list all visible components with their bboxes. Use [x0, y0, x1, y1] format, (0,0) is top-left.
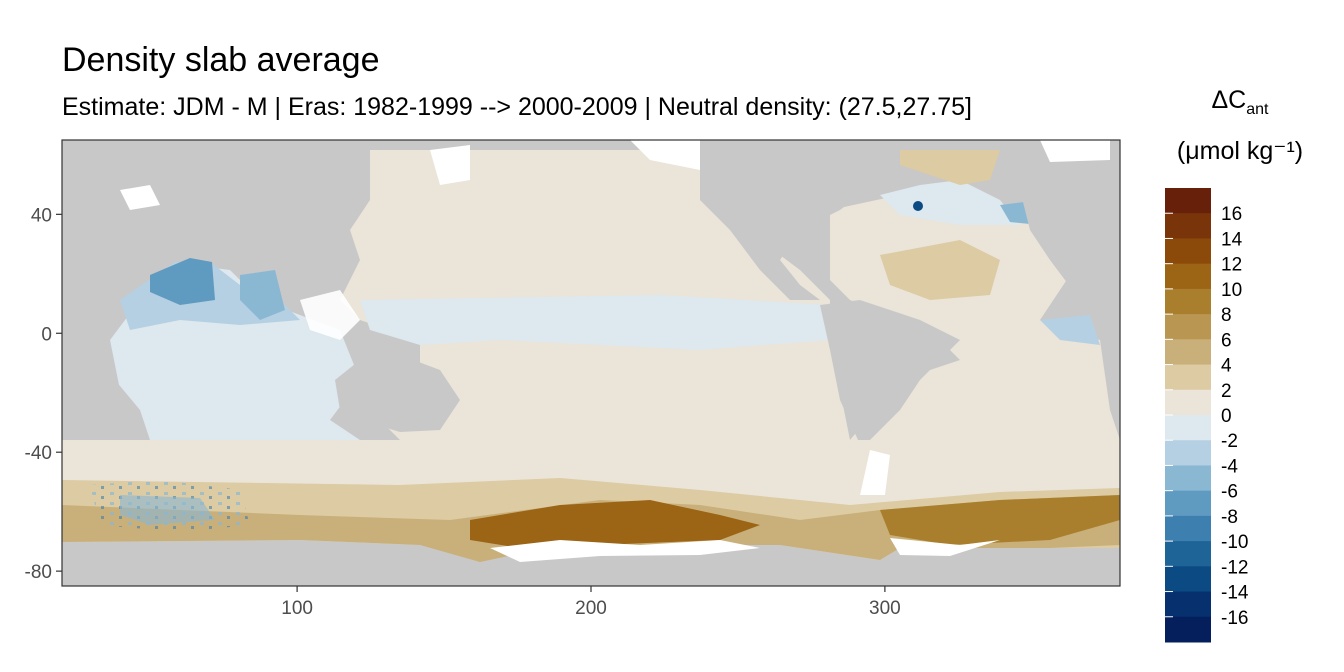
northern-north-atlantic — [880, 180, 1020, 225]
colorbar-label: -2 — [1221, 431, 1238, 452]
x-axis: 100 200 300 — [281, 586, 901, 619]
x-tick-label: 100 — [281, 598, 313, 619]
australia-land — [335, 355, 460, 432]
equatorial-pacific — [360, 295, 830, 350]
x-tick-label: 200 — [575, 598, 607, 619]
subtropical-north-atlantic — [880, 240, 1000, 300]
colorbar: 16 14 12 10 8 6 4 2 0 -2 -4 -6 -8 -10 -12 -14 -16 — [1165, 188, 1249, 643]
colorbar-label: -16 — [1221, 608, 1248, 629]
colorbar-label: -14 — [1221, 583, 1249, 604]
eastern-tropical-atlantic — [1040, 315, 1100, 345]
colorbar-segment — [1165, 364, 1211, 391]
legend-unit: (μmol kg⁻¹) — [1176, 137, 1304, 165]
y-tick-label: -80 — [25, 562, 52, 583]
map-panel — [62, 140, 1120, 586]
colorbar-label: 0 — [1221, 406, 1232, 427]
y-axis: 40 0 -40 -80 — [25, 205, 62, 583]
colorbar-segment — [1165, 288, 1211, 315]
drake-passage-nodata — [860, 450, 890, 495]
deep-convection-spot — [913, 201, 923, 211]
colorbar-label: -12 — [1221, 557, 1248, 578]
legend-title-subscript: ant — [1246, 101, 1269, 118]
north-america-land — [700, 140, 900, 300]
colorbar-label: 4 — [1221, 356, 1232, 377]
colorbar-segment — [1165, 616, 1211, 643]
colorbar-label: 12 — [1221, 255, 1242, 276]
colorbar-label: 8 — [1221, 305, 1232, 326]
legend-title-symbol: ΔC — [1211, 86, 1247, 114]
southern-indian-blue — [120, 495, 215, 525]
colorbar-segment — [1165, 440, 1211, 466]
colorbar-label: -8 — [1221, 507, 1238, 528]
colorbar-label: 14 — [1221, 229, 1243, 250]
colorbar-segment — [1165, 465, 1211, 492]
europe-africa-east-land — [1020, 140, 1120, 310]
mediterranean-nodata — [120, 185, 160, 210]
arabian-sea — [150, 258, 215, 305]
bay-of-bengal — [240, 270, 285, 320]
colorbar-segment — [1165, 591, 1211, 618]
arctic-nodata — [1040, 140, 1110, 162]
colorbar-label: 6 — [1221, 330, 1232, 351]
colorbar-segment — [1165, 389, 1211, 416]
colorbar-segment — [1165, 188, 1211, 214]
colorbar-label: -10 — [1221, 532, 1248, 553]
ross-sea-anomaly — [470, 500, 760, 548]
colorbar-segment — [1165, 339, 1211, 366]
legend-title: ΔCant — [1150, 86, 1330, 119]
colorbar-segment — [1165, 566, 1211, 593]
y-tick-label: -40 — [25, 443, 52, 464]
colorbar-label: 16 — [1221, 204, 1242, 225]
colorbar-label: 10 — [1221, 280, 1242, 301]
colorbar-segment — [1165, 314, 1211, 340]
ross-ice-shelf-nodata — [490, 540, 760, 562]
colorbar-label: 2 — [1221, 381, 1232, 402]
y-tick-label: 40 — [31, 205, 52, 226]
colorbar-segment — [1165, 263, 1211, 290]
south-america-land — [820, 300, 960, 440]
okhotsk-nodata — [430, 145, 470, 185]
colorbar-segment — [1165, 541, 1211, 567]
bering-nodata — [630, 140, 700, 170]
colorbar-segment — [1165, 415, 1211, 441]
weddell-sea-anomaly — [880, 495, 1120, 545]
colorbar-segment — [1165, 515, 1211, 542]
colorbar-segment — [1165, 238, 1211, 265]
y-tick-label: 0 — [41, 324, 52, 345]
colorbar-label: -6 — [1221, 482, 1238, 503]
chart-title: Density slab average — [62, 41, 380, 79]
antarctica-land — [62, 542, 1120, 586]
africa-land — [62, 340, 150, 440]
colorbar-segment — [1165, 213, 1211, 239]
nordic-seas — [900, 150, 1000, 185]
weddell-nodata — [890, 538, 1000, 556]
indonesia-nodata — [300, 290, 360, 340]
colorbar-label: -4 — [1221, 456, 1238, 477]
colorbar-segment — [1165, 490, 1211, 517]
chart-subtitle: Estimate: JDM - M | Eras: 1982-1999 --> … — [62, 93, 972, 121]
x-tick-label: 300 — [869, 598, 901, 619]
